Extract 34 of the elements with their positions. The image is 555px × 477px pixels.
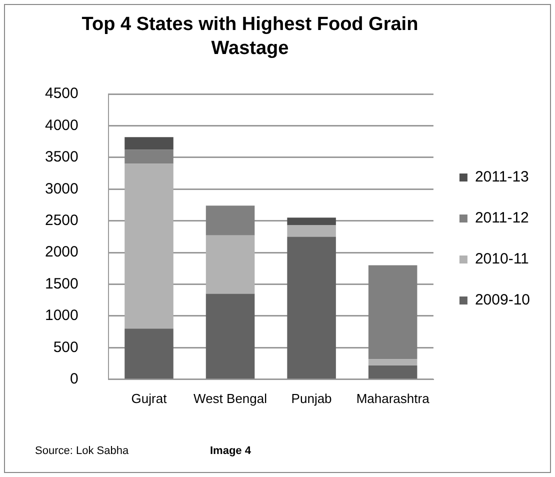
source-note: Source: Lok Sabha — [35, 445, 129, 457]
x-tick-label: Maharashtra — [356, 390, 430, 406]
y-tick-label: 3500 — [44, 148, 78, 166]
y-tick-label: 2000 — [44, 244, 78, 261]
y-tick-label: 3000 — [44, 180, 78, 198]
x-tick-label: Punjab — [291, 390, 332, 406]
bar — [124, 150, 174, 164]
y-tick-label: 2500 — [44, 212, 78, 229]
bar — [287, 236, 336, 379]
legend-label: 2009-10 — [474, 292, 530, 309]
y-tick-label: 500 — [53, 338, 78, 356]
bar — [368, 365, 418, 379]
bar — [206, 235, 255, 294]
chart-title: Top 4 States with Highest Food Grain Wastage — [80, 13, 420, 61]
y-tick-label: 0 — [70, 370, 78, 388]
bar — [287, 218, 336, 226]
bar — [368, 359, 418, 366]
y-tick-label: 1000 — [44, 307, 78, 324]
x-tick-label: West Bengal — [194, 390, 268, 406]
text: Image 4 — [210, 445, 251, 457]
legend-label: 2010-11 — [474, 250, 529, 268]
bar — [287, 225, 336, 237]
bar — [124, 137, 174, 150]
legend-label: 2011-12 — [474, 210, 529, 227]
bar — [206, 294, 255, 379]
y-tick-label: 4500 — [44, 85, 78, 102]
bar — [206, 206, 255, 236]
bar — [368, 265, 418, 360]
bar — [124, 164, 174, 329]
bar — [124, 328, 174, 379]
legend-label: 2011-13 — [474, 168, 529, 186]
x-tick-label: Gujrat — [131, 390, 168, 406]
y-tick-label: 4000 — [44, 116, 78, 134]
y-tick-label: 1500 — [44, 275, 78, 292]
